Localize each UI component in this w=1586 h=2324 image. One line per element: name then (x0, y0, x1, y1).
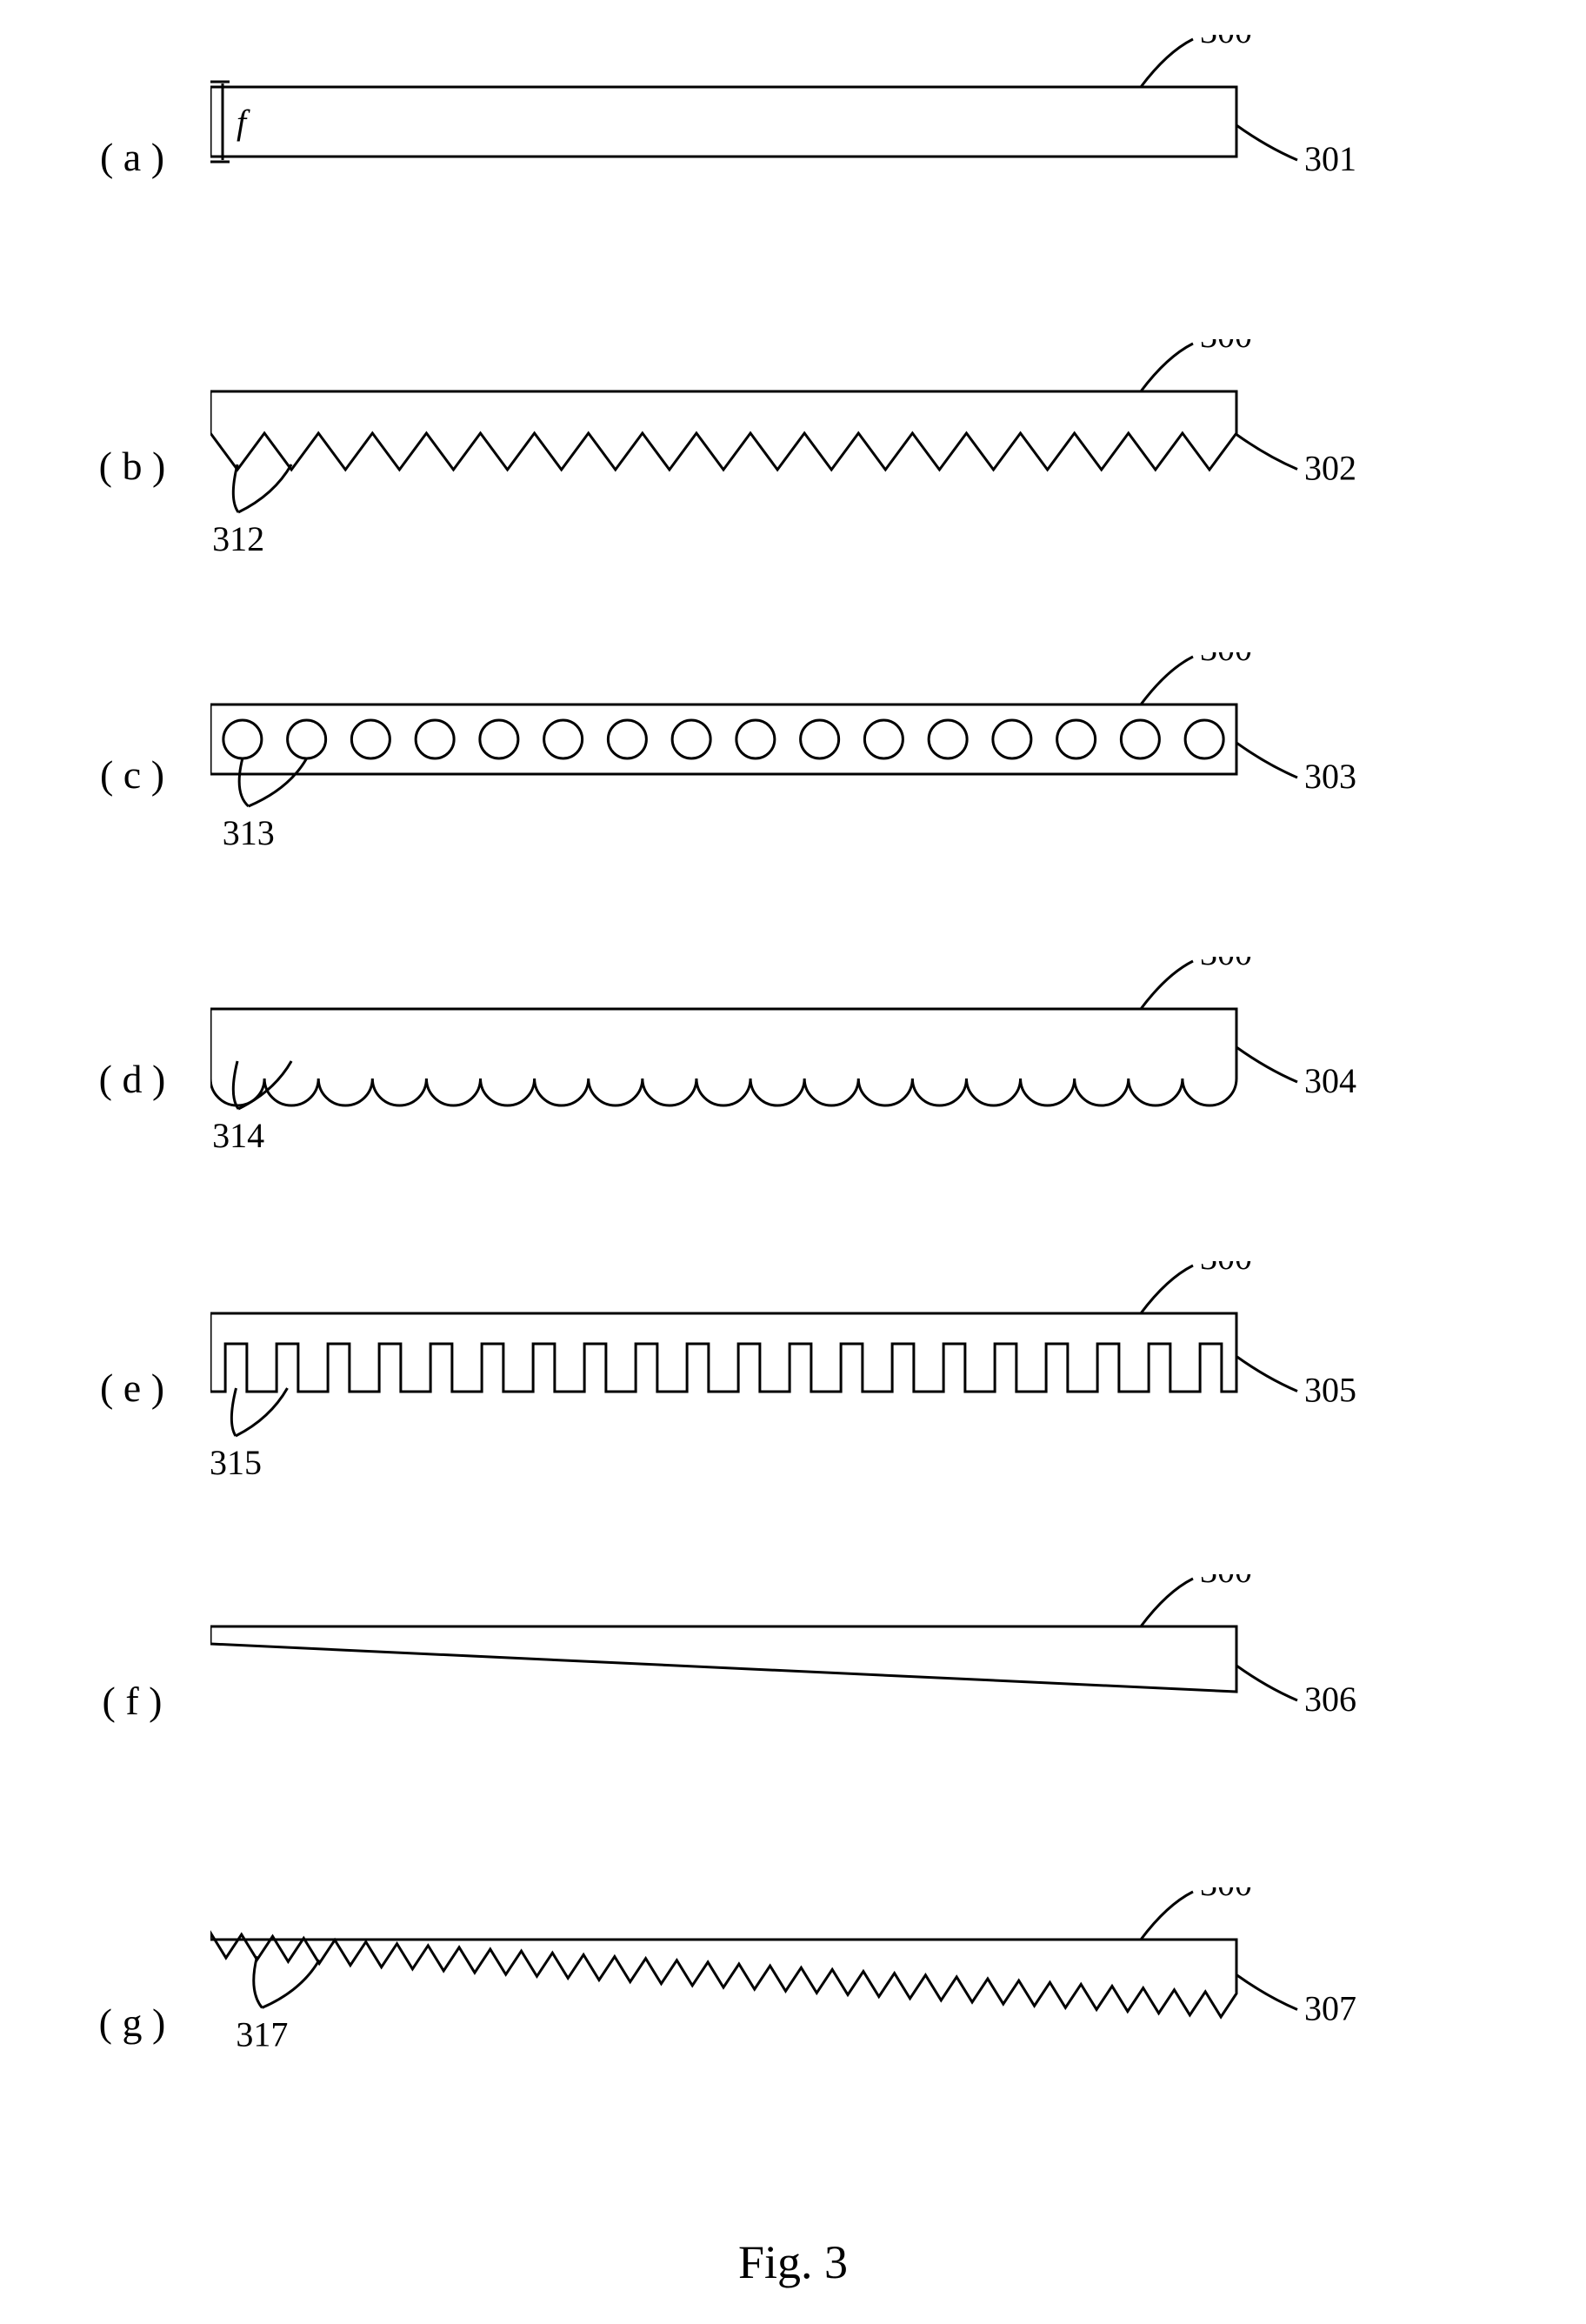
svg-text:306: 306 (1304, 1680, 1356, 1719)
svg-text:300: 300 (1200, 1887, 1252, 1903)
figure-row: ( g ) 300 307 317 (54, 1887, 1532, 2157)
panel-svg: f 300 301 (210, 35, 1463, 278)
svg-text:312: 312 (212, 519, 264, 558)
panel-label: ( g ) (54, 2000, 210, 2046)
svg-text:313: 313 (223, 813, 275, 852)
panel-drawing: 300 305 315 (210, 1261, 1532, 1513)
panel-svg: 300 305 315 (210, 1261, 1463, 1513)
panel-svg: 300 304 314 (210, 957, 1463, 1200)
panel-label: ( e ) (54, 1365, 210, 1411)
panel-drawing: f 300 301 (210, 35, 1532, 278)
panel-label: ( c ) (54, 751, 210, 798)
panel-drawing: 300 304 314 (210, 957, 1532, 1200)
svg-text:300: 300 (1200, 35, 1252, 50)
svg-text:300: 300 (1200, 1261, 1252, 1277)
svg-text:305: 305 (1304, 1371, 1356, 1410)
figure-row: ( d ) 300 304 314 (54, 957, 1532, 1200)
panel-svg: 300 303 313 (210, 652, 1463, 896)
svg-text:317: 317 (236, 2014, 288, 2054)
svg-text:f: f (237, 103, 250, 142)
figure-row: ( e ) 300 305 315 (54, 1261, 1532, 1513)
figure-row: ( b ) 300 302 312 (54, 339, 1532, 591)
svg-text:314: 314 (212, 1116, 264, 1155)
panel-label: ( a ) (54, 134, 210, 180)
svg-text:302: 302 (1304, 449, 1356, 488)
figure-container: ( a ) f 300 301 ( b ) 300 302 312 ( c ) … (54, 35, 1532, 2289)
panel-svg: 300 306 (210, 1574, 1463, 1826)
figure-row: ( a ) f 300 301 (54, 35, 1532, 278)
svg-text:300: 300 (1200, 957, 1252, 972)
figure-caption: Fig. 3 (54, 2235, 1532, 2289)
svg-text:301: 301 (1304, 139, 1356, 178)
svg-text:307: 307 (1304, 1989, 1356, 2028)
svg-text:315: 315 (210, 1443, 262, 1482)
panel-svg: 300 307 317 (210, 1887, 1463, 2157)
svg-text:300: 300 (1200, 339, 1252, 355)
svg-text:304: 304 (1304, 1061, 1356, 1100)
svg-text:300: 300 (1200, 1574, 1252, 1590)
figure-row: ( f ) 300 306 (54, 1574, 1532, 1826)
panel-label: ( d ) (54, 1056, 210, 1102)
svg-text:300: 300 (1200, 652, 1252, 668)
panel-drawing: 300 307 317 (210, 1887, 1532, 2157)
panel-svg: 300 302 312 (210, 339, 1463, 591)
panel-label: ( f ) (54, 1678, 210, 1724)
svg-text:303: 303 (1304, 757, 1356, 796)
panel-drawing: 300 302 312 (210, 339, 1532, 591)
panel-label: ( b ) (54, 443, 210, 489)
panel-drawing: 300 306 (210, 1574, 1532, 1826)
panel-drawing: 300 303 313 (210, 652, 1532, 896)
figure-row: ( c ) 300 303 313 (54, 652, 1532, 896)
